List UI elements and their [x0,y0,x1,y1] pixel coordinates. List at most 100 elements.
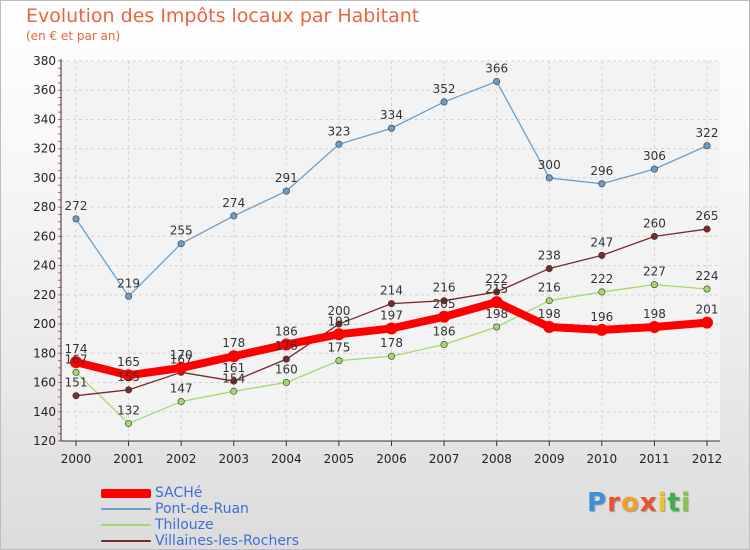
brand-letter: r [607,488,621,518]
data-label-sach: 170 [170,348,193,362]
data-point-thilouze [387,352,395,360]
data-label-thilouze: 224 [696,269,719,283]
data-point-villaines-les-rochers [650,232,658,240]
data-label-sach: 197 [380,308,403,322]
data-point-villaines-les-rochers [335,320,343,328]
data-point-pont-de-ruan [282,187,290,195]
chart-legend: SACHé Pont-de-Ruan Thilouze Villaines-les-R… [101,485,299,549]
data-label-pont-de-ruan: 334 [380,108,403,122]
data-label-pont-de-ruan: 352 [433,82,456,96]
x-tick-label: 2007 [429,452,460,466]
data-label-villaines-les-rochers: 247 [590,235,613,249]
data-point-sach [648,321,661,333]
legend-label: Pont-de-Ruan [155,501,249,517]
data-point-thilouze [545,297,553,305]
data-point-villaines-les-rochers [440,297,448,305]
legend-label: Villaines-les-Rochers [155,533,299,549]
data-label-pont-de-ruan: 322 [696,126,719,140]
data-label-villaines-les-rochers: 155 [117,370,140,384]
data-point-pont-de-ruan [125,292,133,300]
data-point-sach [385,322,398,335]
data-label-sach: 205 [433,297,456,311]
data-point-pont-de-ruan [177,240,185,248]
y-tick-label: 260 [33,229,56,243]
data-point-thilouze [72,368,80,376]
data-label-villaines-les-rochers: 265 [696,209,719,223]
data-label-pont-de-ruan: 255 [170,224,193,238]
data-point-thilouze [177,398,185,406]
y-tick-label: 140 [33,405,56,419]
legend-swatch [101,524,151,526]
data-point-sach [175,361,188,374]
data-label-villaines-les-rochers: 222 [485,272,508,286]
x-tick-label: 2010 [587,452,618,466]
y-tick-label: 220 [33,288,56,302]
data-label-pont-de-ruan: 296 [590,164,613,178]
data-label-thilouze: 198 [485,307,508,321]
chart-subtitle: (en € et par an) [26,29,121,43]
data-point-thilouze [650,281,658,289]
data-point-sach [70,356,82,369]
data-point-thilouze [335,357,343,365]
data-label-pont-de-ruan: 272 [65,199,88,213]
brand-logo: Proxiti [587,488,691,518]
data-label-villaines-les-rochers: 151 [65,376,88,390]
data-point-sach [332,328,345,341]
data-point-villaines-les-rochers [387,300,395,308]
data-label-thilouze: 147 [170,382,193,396]
data-label-pont-de-ruan: 306 [643,149,666,163]
brand-letter: o [620,488,640,518]
data-label-thilouze: 186 [433,325,456,339]
x-tick-label: 2002 [166,452,197,466]
data-label-sach: 215 [485,282,508,296]
data-point-villaines-les-rochers [282,355,290,363]
data-label-pont-de-ruan: 219 [117,276,140,290]
data-point-sach [543,321,556,333]
legend-swatch [101,488,151,498]
plot-area [61,61,720,441]
data-point-villaines-les-rochers [230,377,238,385]
data-point-pont-de-ruan [440,98,448,106]
y-tick-label: 240 [33,259,56,273]
brand-letter: i [680,488,691,518]
data-point-pont-de-ruan [545,174,553,182]
brand-letter: i [657,488,668,518]
data-label-thilouze: 154 [222,371,245,385]
data-point-sach [122,369,135,382]
data-label-pont-de-ruan: 300 [538,158,561,172]
x-tick-label: 2008 [481,452,512,466]
y-tick-label: 180 [33,346,56,360]
data-point-pont-de-ruan [335,140,343,148]
data-label-sach: 198 [643,307,666,321]
data-label-pont-de-ruan: 366 [485,61,508,75]
data-label-sach: 165 [117,355,140,369]
data-point-villaines-les-rochers [72,392,80,400]
data-label-villaines-les-rochers: 260 [643,216,666,230]
data-point-sach [438,310,451,323]
data-label-thilouze: 167 [65,352,88,366]
chart-title: Evolution des Impôts locaux par Habitant [26,5,420,27]
legend-swatch [101,508,151,510]
x-tick-label: 2006 [376,452,407,466]
data-point-sach [490,296,503,309]
data-label-pont-de-ruan: 291 [275,171,298,185]
y-tick-label: 120 [33,434,56,448]
legend-label: SACHé [155,485,203,501]
x-tick-label: 2004 [271,452,302,466]
data-label-sach: 196 [590,310,613,324]
data-label-sach: 201 [696,303,719,317]
data-label-sach: 174 [65,342,88,356]
data-point-thilouze [440,341,448,349]
y-tick-label: 300 [33,171,56,185]
data-label-thilouze: 178 [380,336,403,350]
legend-label: Thilouze [155,517,214,533]
data-point-villaines-les-rochers [493,288,501,296]
x-tick-label: 2009 [534,452,565,466]
y-tick-label: 160 [33,376,56,390]
data-point-pont-de-ruan [703,142,711,150]
y-tick-label: 280 [33,200,56,214]
data-point-sach [701,316,713,329]
data-label-sach: 198 [538,307,561,321]
x-tick-label: 2003 [218,452,249,466]
brand-letter: t [667,488,681,518]
